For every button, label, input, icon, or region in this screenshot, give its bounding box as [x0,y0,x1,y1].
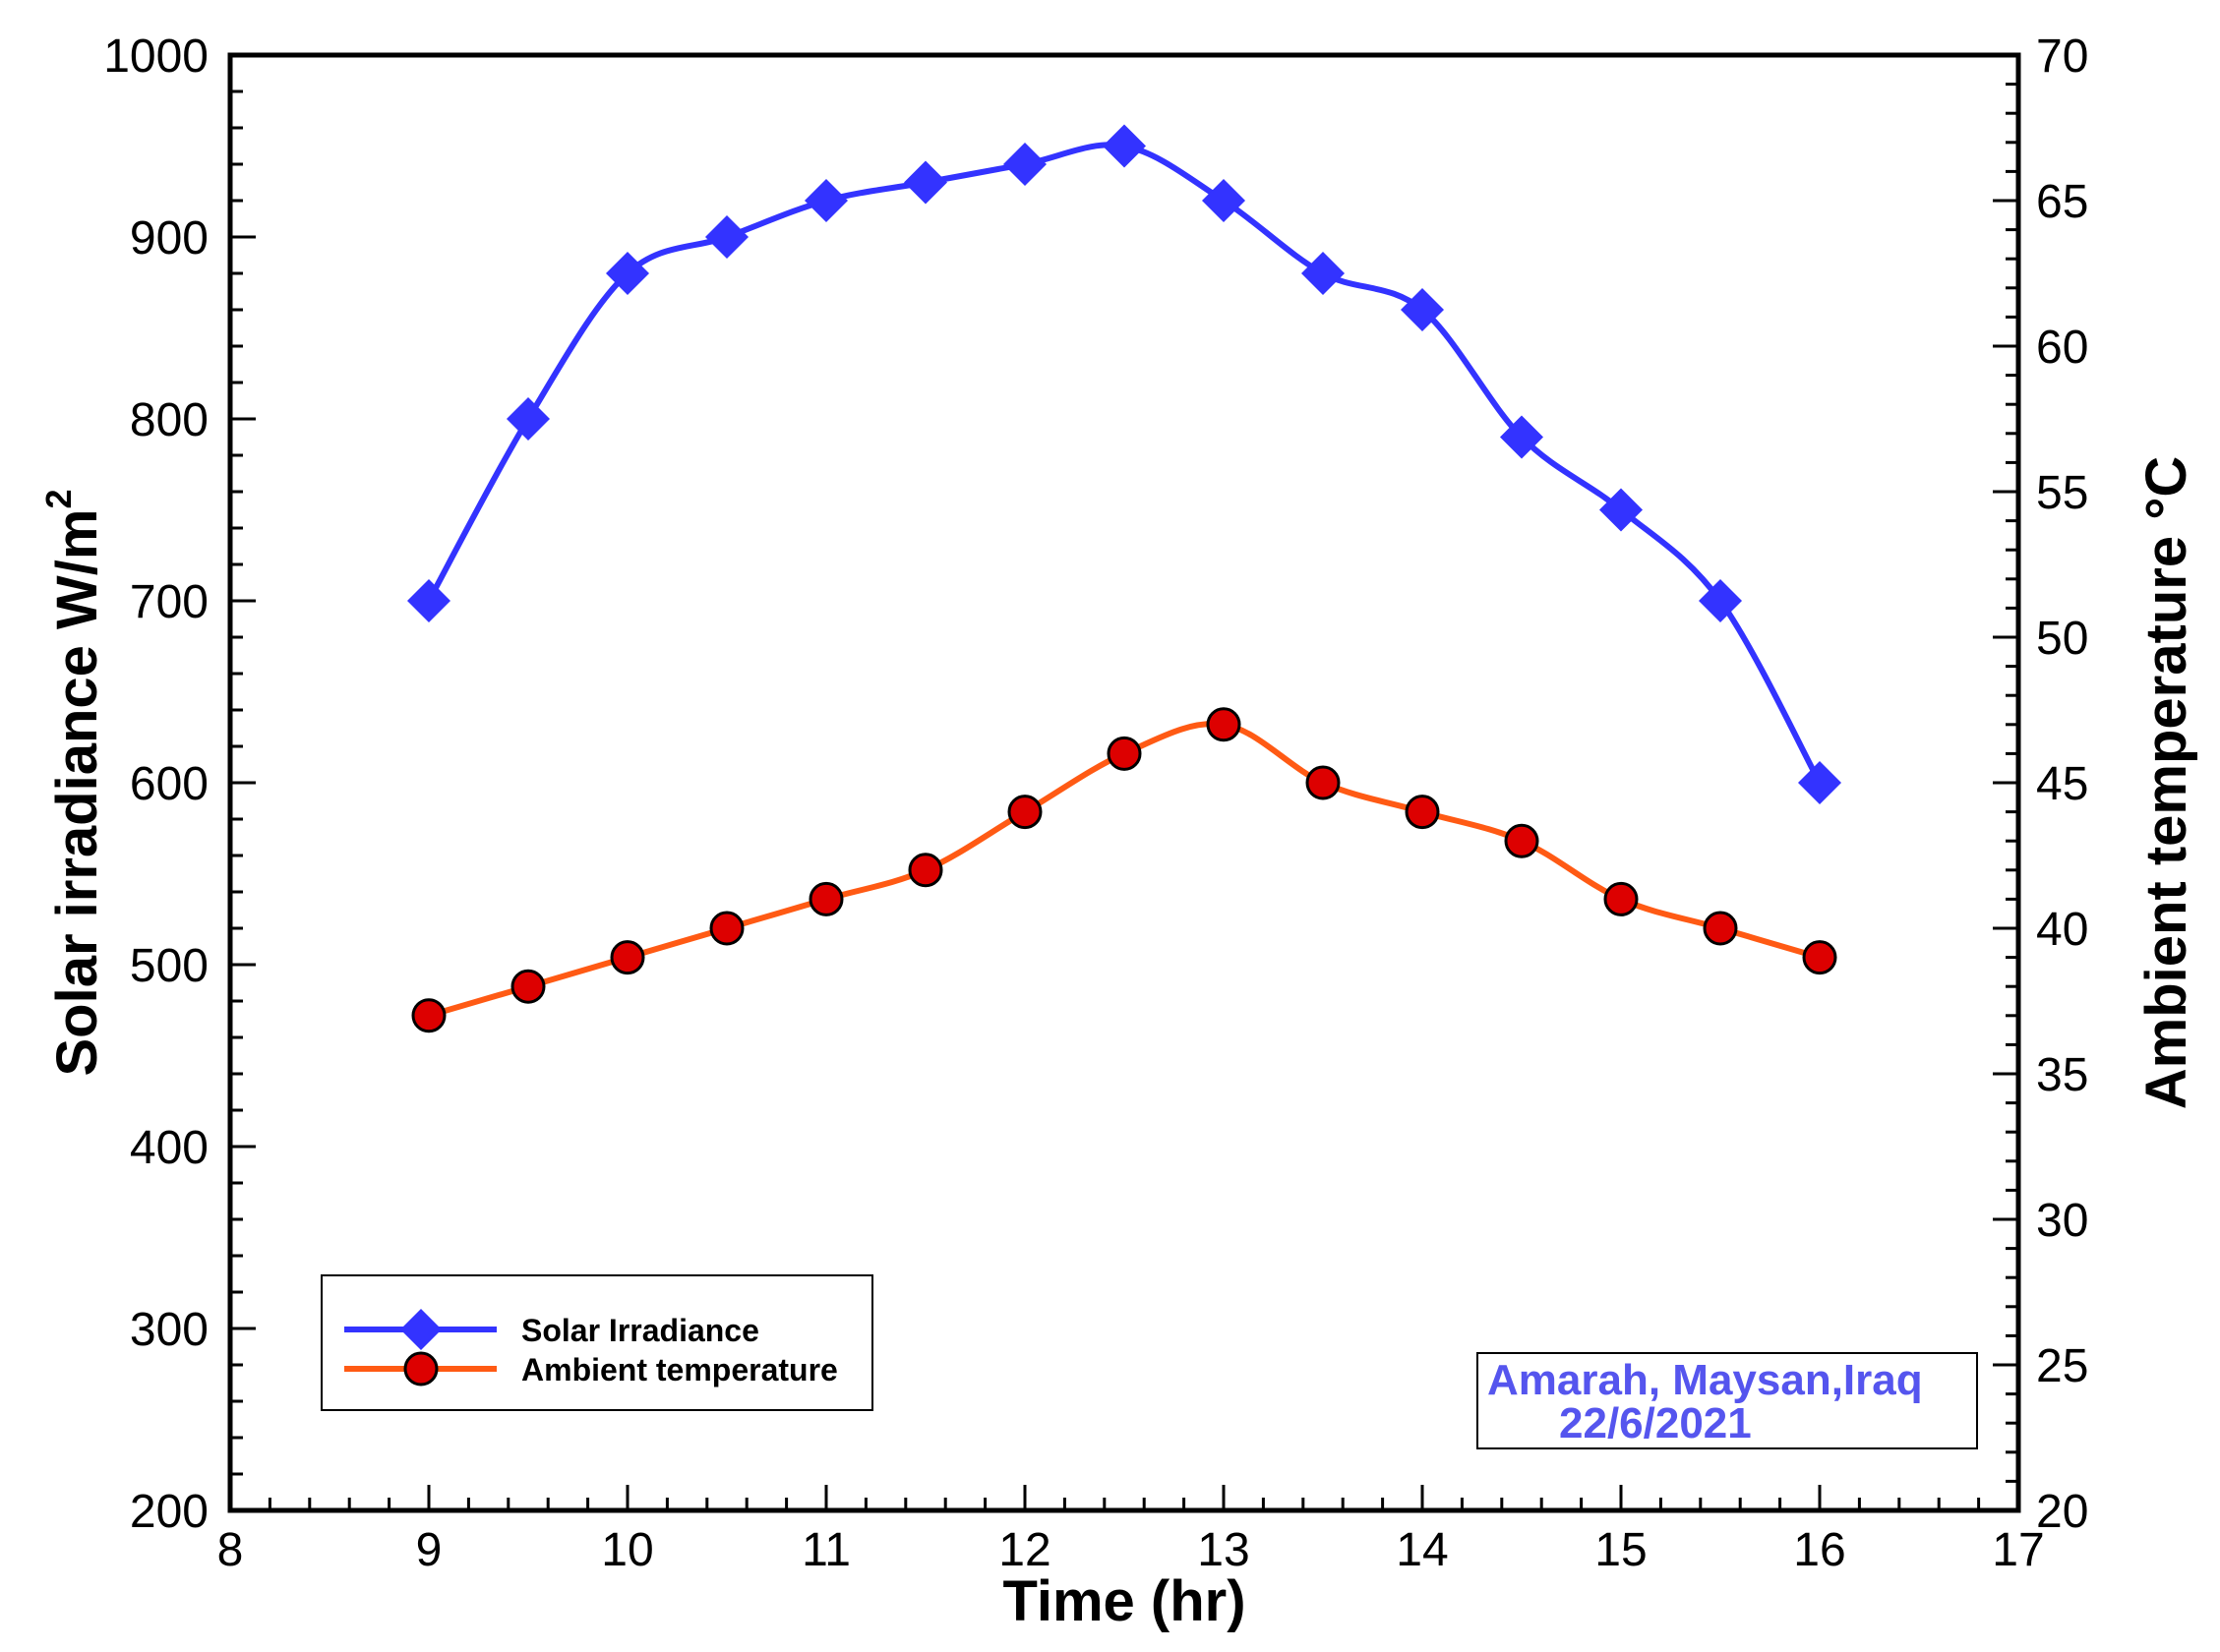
data-point-solar-irradiance [1500,415,1543,459]
x-tick-label: 8 [217,1524,244,1576]
y-tick-label: 1000 [103,30,209,83]
data-point-solar-irradiance [805,179,848,222]
data-point-solar-irradiance [904,160,947,205]
legend-label-ambient: Ambient temperature [521,1352,838,1387]
legend-entry-ambient-temperature: Ambient temperature [344,1351,838,1387]
x-tick-label: 13 [1197,1524,1249,1576]
annotation-box [1476,1352,1978,1449]
data-point-ambient-temperature [908,853,943,888]
x-axis-title: Time (hr) [1002,1569,1245,1633]
data-point-ambient-temperature [510,969,546,1004]
x-tick-label: 11 [802,1524,851,1576]
y-axis-title: Solar irradiance W/m2 [38,489,109,1076]
y2-axis-title: Ambient temperature °C [2134,456,2198,1110]
plot-frame [227,52,2021,1513]
y2-tick-label: 55 [2036,467,2088,519]
legend-marker-circle-icon [403,1351,439,1386]
y2-tick-label: 40 [2036,904,2088,956]
y-tick-label: 700 [130,576,209,628]
data-point-ambient-temperature [1504,823,1539,858]
data-point-ambient-temperature [1703,911,1738,946]
x-tick-label: 12 [998,1524,1050,1576]
data-point-ambient-temperature [809,881,844,916]
data-point-solar-irradiance [1202,179,1245,222]
x-tick-label: 15 [1594,1524,1647,1576]
legend-box [321,1274,873,1411]
y-tick-label: 400 [130,1122,209,1174]
data-point-solar-irradiance [606,252,649,295]
legend: Solar Irradiance Ambient temperature [321,1274,873,1411]
y2-tick-label: 30 [2036,1195,2088,1247]
data-point-ambient-temperature [1802,940,1837,975]
data-point-solar-irradiance [1599,488,1643,532]
data-point-ambient-temperature [610,940,645,975]
data-point-solar-irradiance [1003,143,1047,186]
legend-marker-diamond-icon [400,1309,442,1350]
data-point-solar-irradiance [507,397,550,441]
x-tick-label: 10 [601,1524,653,1576]
data-point-ambient-temperature [709,911,745,946]
y-tick-label: 800 [130,394,209,446]
y2-tick-label: 60 [2036,322,2088,374]
y-tick-label: 600 [130,758,209,810]
data-point-ambient-temperature [1007,795,1043,830]
y2-tick-label: 45 [2036,758,2088,810]
y2-tick-label: 65 [2036,176,2088,228]
data-point-ambient-temperature [411,998,447,1033]
data-point-solar-irradiance [1401,288,1444,331]
data-point-solar-irradiance [1103,124,1146,168]
y-tick-label: 200 [130,1486,209,1538]
data-point-solar-irradiance [705,215,749,259]
y2-tick-label: 35 [2036,1049,2088,1101]
location-annotation: Amarah, Maysan,Iraq 22/6/2021 [1476,1352,1978,1449]
y-axis-title-superscript: 2 [38,489,79,508]
y-tick-label: 500 [130,940,209,992]
series-layer [407,124,1841,1033]
data-point-solar-irradiance [407,579,450,622]
data-point-ambient-temperature [1107,736,1142,771]
data-point-ambient-temperature [1405,795,1440,830]
x-tick-label: 17 [1992,1524,2044,1576]
legend-label-solar: Solar Irradiance [521,1313,759,1348]
y2-tick-label: 70 [2036,30,2088,83]
y-axis-title-text: Solar irradiance W/m [45,509,109,1077]
x-tick-label: 14 [1396,1524,1448,1576]
legend-entry-solar-irradiance: Solar Irradiance [344,1309,759,1350]
data-point-ambient-temperature [1206,707,1241,742]
y-tick-label: 300 [130,1304,209,1356]
y-tick-label: 900 [130,212,209,265]
data-point-solar-irradiance [1301,252,1345,295]
y2-tick-label: 20 [2036,1486,2088,1538]
data-point-solar-irradiance [1699,579,1742,622]
y2-tick-label: 50 [2036,613,2088,665]
annotation-location: Amarah, Maysan,Iraq [1487,1356,1923,1404]
data-point-solar-irradiance [1798,761,1841,804]
annotation-date: 22/6/2021 [1559,1399,1752,1447]
data-point-ambient-temperature [1305,765,1341,800]
tick-labels: 8 9 10 11 12 13 14 15 16 17 200 300 400 500 600 700 800 9… [103,30,2088,1576]
x-tick-label: 16 [1793,1524,1845,1576]
data-point-ambient-temperature [1603,881,1639,916]
y2-tick-label: 25 [2036,1340,2088,1392]
x-tick-label: 9 [416,1524,443,1576]
